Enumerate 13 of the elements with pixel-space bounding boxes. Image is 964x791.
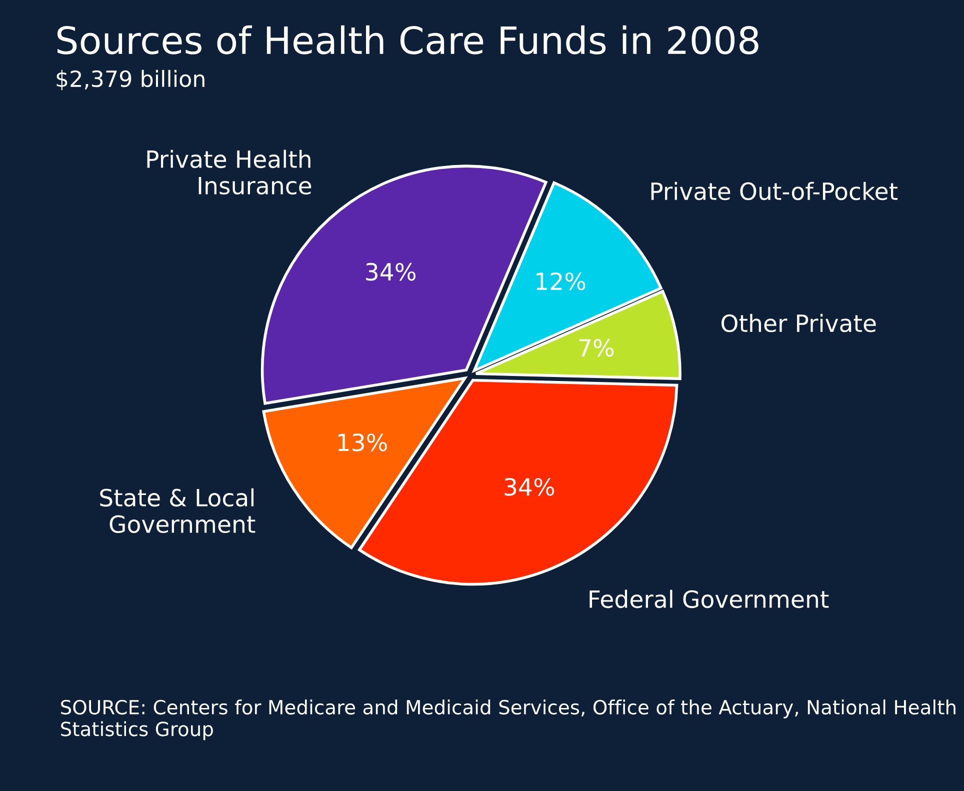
chart-title: Sources of Health Care Funds in 2008 — [57, 25, 758, 54]
chart-subtitle: $2,379 billion — [56, 70, 204, 90]
slice-label: Private Health Insurance — [147, 150, 312, 195]
data-label: 34% — [366, 262, 416, 281]
slice-label: State & Local Government — [100, 488, 256, 534]
slice-label: Private Out-of-Pocket — [651, 182, 898, 200]
data-label: 7% — [579, 338, 614, 357]
source-note: SOURCE: Centers for Medicare and Medicaid Services, Office of the Actuary, National Health Statistics Group — [61, 700, 956, 740]
data-label: 34% — [504, 478, 554, 496]
data-label: 13% — [338, 433, 387, 452]
slice-label: Other Private — [721, 314, 876, 332]
data-label: 12% — [536, 272, 586, 290]
slice-label: Federal Government — [590, 590, 829, 608]
